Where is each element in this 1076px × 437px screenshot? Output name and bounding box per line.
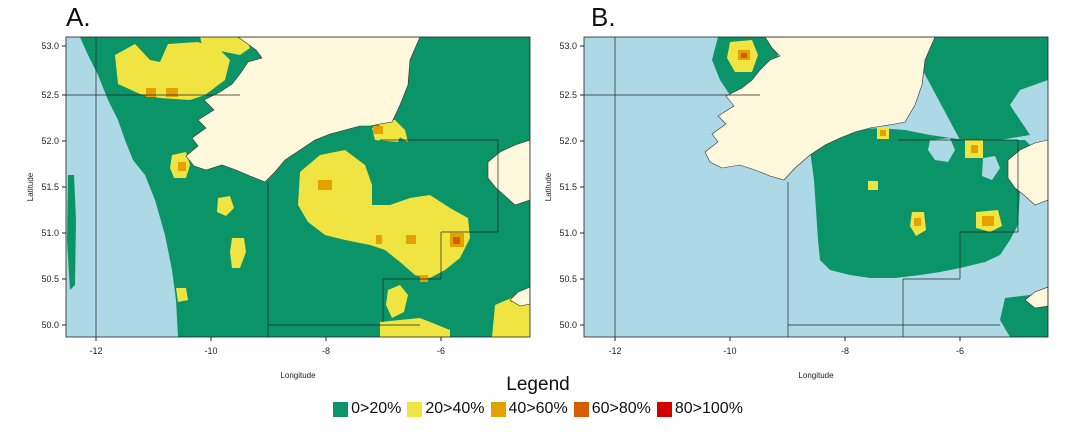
zone-20-40 [380, 318, 450, 337]
zone-20-40 [230, 238, 246, 268]
legend-title: Legend [506, 374, 570, 395]
sea-area [982, 156, 1000, 180]
y-tick: 52.0 [559, 136, 577, 146]
zone-0-20 [810, 128, 1035, 278]
zone-60-80 [453, 237, 460, 244]
zone-20-40 [868, 181, 878, 190]
land-cornwall [509, 286, 530, 307]
land-wales [487, 139, 530, 206]
legend-swatch [407, 401, 423, 417]
zone-20-40 [217, 196, 234, 216]
zone-40-60 [373, 126, 383, 134]
legend: 0>20% 20>40% 40>60% 60>80% 80>100% [0, 400, 1076, 418]
y-tick: 51.5 [41, 182, 59, 192]
y-tick: 50.0 [559, 320, 577, 330]
x-tick: -10 [723, 346, 736, 356]
zone-40-60 [914, 218, 921, 226]
legend-item: 60>80% [573, 400, 651, 418]
land-ireland [185, 37, 421, 183]
zone-40-60 [376, 235, 382, 244]
zone-20-40 [200, 37, 250, 55]
y-tick: 52.0 [41, 136, 59, 146]
y-tick: 50.5 [559, 274, 577, 284]
map-panel-b [584, 37, 1048, 337]
legend-label: 0>20% [351, 400, 402, 417]
y-tick: 51.0 [559, 228, 577, 238]
zone-20-40 [176, 288, 188, 302]
x-tick: -12 [89, 346, 102, 356]
legend-label: 20>40% [425, 400, 485, 417]
zone-40-60 [318, 180, 332, 190]
panel-a-y-axis: 53.0 52.5 52.0 51.5 51.0 50.5 50.0 Latit… [26, 41, 66, 330]
y-tick: 50.5 [41, 274, 59, 284]
ices-grid-lines [584, 37, 1019, 337]
x-tick: -6 [437, 346, 445, 356]
zone-40-60 [982, 216, 994, 226]
x-tick: -12 [608, 346, 621, 356]
x-tick: -6 [956, 346, 964, 356]
y-axis-label: Latitude [544, 172, 553, 201]
legend-label: 80>100% [674, 400, 743, 417]
zone-40-60 [971, 145, 978, 153]
ices-grid-lines [66, 37, 499, 337]
zone-20-40 [386, 285, 408, 318]
legend-swatch [333, 401, 349, 417]
y-tick: 52.5 [559, 90, 577, 100]
panel-a-x-axis: -12 -10 -8 -6 Longitude [89, 337, 445, 380]
zone-20-40 [115, 42, 230, 100]
legend-label: 40>60% [508, 400, 568, 417]
y-axis-label: Latitude [26, 172, 35, 201]
land-cornwall [1024, 286, 1048, 309]
panel-b-label: B. [591, 2, 616, 32]
legend-label: 60>80% [591, 400, 651, 417]
legend-swatch [573, 401, 589, 417]
x-axis-label: Longitude [280, 371, 316, 380]
zone-40-60 [166, 88, 178, 97]
x-tick: -10 [204, 346, 217, 356]
zone-40-60 [178, 162, 186, 171]
legend-item: 80>100% [656, 400, 743, 418]
legend-item: 40>60% [490, 400, 568, 418]
x-axis-label: Longitude [798, 371, 834, 380]
zone-0-20-west-strip [67, 175, 76, 290]
panel-b-y-axis: 53.0 52.5 52.0 51.5 51.0 50.5 50.0 Latit… [544, 41, 584, 330]
sea-area [928, 138, 955, 162]
legend-swatch [490, 401, 506, 417]
legend-swatch [656, 401, 672, 417]
x-tick: -8 [322, 346, 330, 356]
zone-40-60 [880, 130, 886, 136]
y-tick: 51.5 [559, 182, 577, 192]
y-tick: 52.5 [41, 90, 59, 100]
zone-60-80 [741, 53, 747, 58]
panel-a-label: A. [66, 2, 91, 32]
map-panel-a [66, 37, 530, 337]
legend-item: 20>40% [407, 400, 485, 418]
y-tick: 51.0 [41, 228, 59, 238]
x-tick: -8 [841, 346, 849, 356]
y-tick: 53.0 [41, 41, 59, 51]
zone-40-60 [420, 275, 428, 282]
y-tick: 53.0 [559, 41, 577, 51]
panel-b-x-axis: -12 -10 -8 -6 Longitude [608, 337, 964, 380]
zone-20-40 [298, 150, 470, 278]
legend-item: 0>20% [333, 400, 401, 418]
land-ireland [704, 37, 936, 181]
y-tick: 50.0 [41, 320, 59, 330]
zone-40-60 [406, 235, 416, 244]
zone-40-60 [146, 88, 156, 97]
zone-0-20 [905, 37, 1048, 140]
